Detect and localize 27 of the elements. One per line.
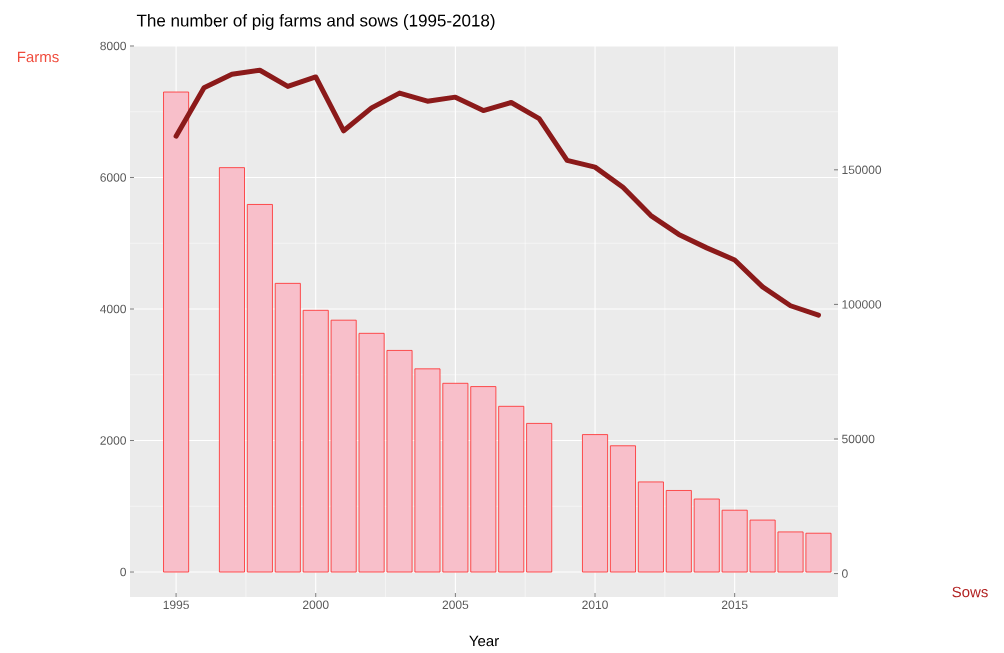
x-tick-label: 1995 xyxy=(163,600,189,610)
y2-tick-label: 100000 xyxy=(842,300,882,309)
x-tick-label: 2005 xyxy=(442,600,469,610)
bar xyxy=(163,91,190,573)
bar xyxy=(526,423,553,573)
bar xyxy=(218,167,245,573)
chart-title: The number of pig farms and sows (1995-2018) xyxy=(136,14,495,30)
bar xyxy=(609,445,636,573)
y-tick-label: 8000 xyxy=(100,41,127,51)
y2-axis-title: Sows xyxy=(952,586,988,598)
bar xyxy=(274,282,301,573)
y2-tick-label: 0 xyxy=(842,569,848,578)
x-tick-label: 2010 xyxy=(582,600,608,610)
y-tick-label: 4000 xyxy=(100,304,127,314)
x-axis-title: Year xyxy=(469,635,499,647)
y-tick-label: 6000 xyxy=(100,173,127,182)
bar xyxy=(637,481,664,573)
y2-tick-label: 150000 xyxy=(842,165,882,175)
x-tick-label: 2000 xyxy=(302,600,329,610)
bar xyxy=(665,490,692,573)
x-tick-label: 2015 xyxy=(721,600,748,610)
bar xyxy=(246,204,273,573)
y-tick-label: 2000 xyxy=(100,436,127,445)
y-axis-title: Farms xyxy=(17,51,59,63)
bar xyxy=(582,434,608,573)
y2-tick-label: 50000 xyxy=(842,434,875,444)
y-tick-label: 0 xyxy=(120,567,127,577)
